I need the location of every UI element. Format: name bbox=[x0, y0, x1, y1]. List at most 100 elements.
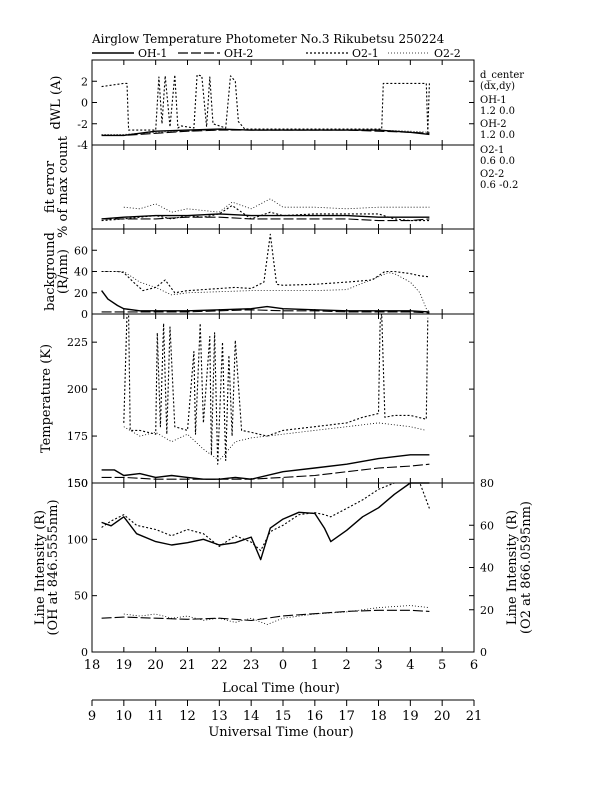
y-tick-label: 2 bbox=[81, 75, 88, 88]
series-line-o21 bbox=[123, 313, 429, 465]
series-line-oh2 bbox=[101, 129, 430, 136]
x-tick-label-local: 4 bbox=[406, 658, 414, 673]
y-tick-label: 50 bbox=[74, 590, 88, 603]
y2-tick-label: 60 bbox=[480, 519, 494, 532]
x-tick-label-local: 18 bbox=[84, 658, 101, 673]
panel-frame bbox=[91, 313, 475, 484]
y-tick-label: -4 bbox=[77, 139, 88, 152]
y2-tick-label: 20 bbox=[480, 604, 494, 617]
x-tick-label-universal: 11 bbox=[147, 709, 164, 724]
x-tick-label-local: 21 bbox=[179, 658, 196, 673]
side-note-value-o21: 0.6 0.0 bbox=[480, 156, 515, 167]
side-note-value-o22: 0.6 -0.2 bbox=[480, 180, 518, 191]
series-line-o21 bbox=[101, 233, 430, 294]
x-tick-label-universal: 17 bbox=[338, 709, 355, 724]
x-axis-label-universal: Universal Time (hour) bbox=[208, 725, 353, 740]
x-tick-label-local: 23 bbox=[243, 658, 260, 673]
y2-tick-label: 40 bbox=[480, 562, 494, 575]
side-note-value-oh2: 1.2 0.0 bbox=[480, 130, 515, 141]
series-line-o21 bbox=[101, 74, 430, 133]
side-note-value-oh1: 1.2 0.0 bbox=[480, 106, 515, 117]
panel-frame bbox=[91, 482, 475, 653]
series-line-o22 bbox=[101, 129, 430, 135]
y-tick-label: 0 bbox=[81, 308, 88, 321]
y-tick-label: 100 bbox=[67, 533, 88, 546]
series-line-oh1 bbox=[101, 290, 430, 313]
x-tick-label-universal: 16 bbox=[307, 709, 324, 724]
series-line-o22 bbox=[123, 422, 427, 461]
x-tick-label-universal: 13 bbox=[211, 709, 228, 724]
y2-tick-label: 0 bbox=[480, 646, 487, 659]
legend-label-o22: O2-2 bbox=[434, 47, 461, 60]
y2-axis-label: Line Intensity (R) bbox=[505, 510, 520, 625]
x-tick-label-local: 5 bbox=[438, 658, 446, 673]
x-tick-label-universal: 19 bbox=[402, 709, 419, 724]
y-axis-label: Temperature (K) bbox=[39, 344, 54, 453]
side-note-name-oh2: OH-2 bbox=[480, 119, 507, 130]
y-tick-label: 175 bbox=[67, 430, 88, 443]
side-note-name-o22: O2-2 bbox=[480, 169, 504, 180]
y-tick-label: 150 bbox=[67, 477, 88, 490]
y-tick-label: 0 bbox=[81, 97, 88, 110]
x-tick-label-local: 0 bbox=[279, 658, 287, 673]
x-tick-label-universal: 15 bbox=[275, 709, 292, 724]
legend: OH-1 OH-2 O2-1 O2-2 bbox=[92, 47, 461, 60]
series-line-oh1 bbox=[101, 454, 430, 480]
panel-4: 150 175 200 225 Temperature (K) bbox=[39, 313, 475, 490]
y-axis-label: Line Intensity (R) bbox=[33, 510, 48, 625]
y-axis-label: (OH at 846.5555nm) bbox=[46, 499, 61, 635]
panel-1: -4 -2 0 2 dWL (A) bbox=[49, 59, 475, 152]
x-axis-label-local: Local Time (hour) bbox=[222, 681, 340, 696]
side-note: d_center (dx,dy) OH-1 1.2 0.0 OH-2 1.2 0… bbox=[480, 70, 524, 191]
y-tick-label: 60 bbox=[74, 244, 88, 257]
y-tick-label: 200 bbox=[67, 383, 88, 396]
series-line-oh1 bbox=[101, 482, 430, 561]
series-line-oh2 bbox=[101, 609, 430, 622]
y-tick-label: -2 bbox=[77, 118, 88, 131]
side-note-name-oh1: OH-1 bbox=[480, 95, 507, 106]
series-line-oh2 bbox=[101, 463, 430, 480]
x-tick-label-local: 3 bbox=[374, 658, 382, 673]
y-tick-label: 20 bbox=[74, 287, 88, 300]
legend-label-o21: O2-1 bbox=[352, 47, 379, 60]
x-tick-label-universal: 9 bbox=[88, 709, 96, 724]
x-tick-label-local: 22 bbox=[211, 658, 228, 673]
y-axis-label: fit error bbox=[43, 160, 58, 213]
y-axis-label: % of max count bbox=[56, 135, 71, 238]
y-tick-label: 225 bbox=[67, 336, 88, 349]
panel-3: 0 20 40 60 background(R/nm) bbox=[43, 228, 475, 321]
side-note-header: d_center bbox=[480, 70, 524, 81]
series-line-oh2 bbox=[101, 309, 430, 314]
series-line-o22 bbox=[123, 198, 430, 213]
series-line-o22 bbox=[123, 605, 430, 625]
x-tick-label-local: 6 bbox=[470, 658, 478, 673]
side-note-name-o21: O2-1 bbox=[480, 145, 504, 156]
legend-label-oh1: OH-1 bbox=[138, 47, 167, 60]
y2-tick-label: 80 bbox=[480, 477, 494, 490]
x-tick-label-universal: 10 bbox=[116, 709, 133, 724]
x-tick-label-universal: 20 bbox=[434, 709, 451, 724]
x-tick-label-universal: 14 bbox=[243, 709, 260, 724]
y-tick-label: 0 bbox=[81, 646, 88, 659]
series-line-o21 bbox=[101, 482, 430, 552]
series-line-o22 bbox=[101, 271, 430, 313]
chart-title: Airglow Temperature Photometer No.3 Riku… bbox=[91, 32, 445, 46]
side-note-subheader: (dx,dy) bbox=[480, 81, 515, 92]
y-axis-label: dWL (A) bbox=[49, 76, 64, 130]
x-tick-label-local: 19 bbox=[116, 658, 133, 673]
y-axis-label: (R/nm) bbox=[56, 249, 71, 294]
series-line-oh2 bbox=[101, 216, 430, 222]
x-tick-label-local: 2 bbox=[343, 658, 351, 673]
x-tick-label-universal: 12 bbox=[179, 709, 196, 724]
y-axis-label: background bbox=[43, 232, 58, 311]
x-tick-label-universal: 21 bbox=[466, 709, 483, 724]
x-tick-label-universal: 18 bbox=[370, 709, 387, 724]
y-tick-label: 150 bbox=[67, 477, 88, 490]
x-tick-label-local: 1 bbox=[311, 658, 319, 673]
legend-label-oh2: OH-2 bbox=[224, 47, 253, 60]
series-line-o21 bbox=[101, 204, 430, 222]
panel-2: fit error% of max count bbox=[43, 135, 475, 238]
